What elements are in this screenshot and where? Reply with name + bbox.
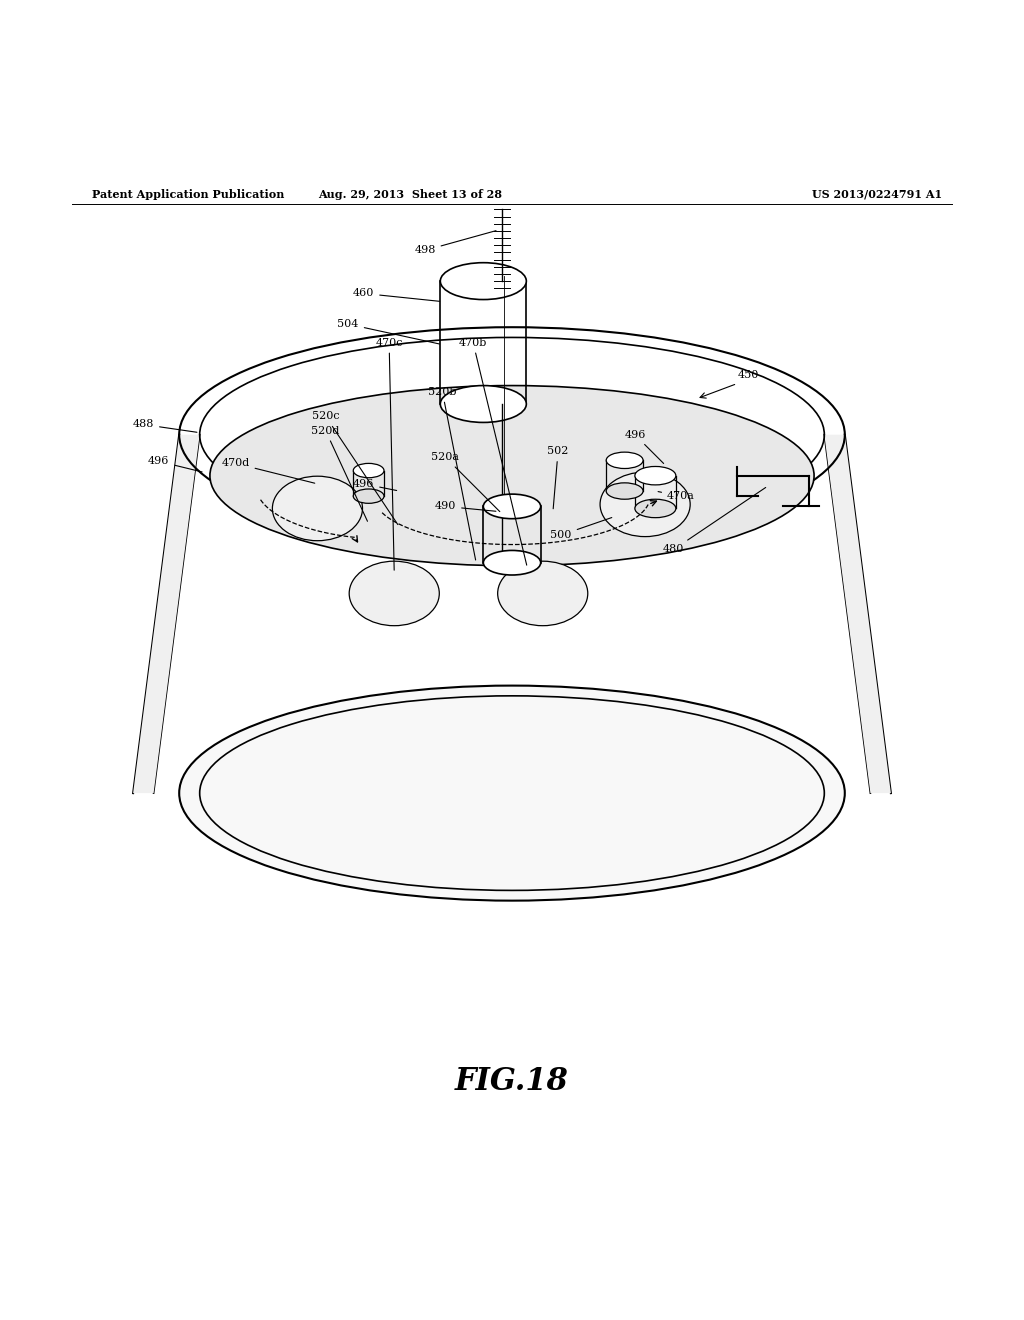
Text: 490: 490 [435,502,496,511]
Text: US 2013/0224791 A1: US 2013/0224791 A1 [812,189,942,199]
Text: 520c: 520c [312,412,397,524]
Ellipse shape [349,561,439,626]
Text: 450: 450 [737,371,759,380]
Text: 496: 496 [148,457,202,473]
PathPatch shape [504,528,541,566]
Text: 470c: 470c [376,338,402,570]
PathPatch shape [133,434,200,793]
Ellipse shape [600,473,690,537]
PathPatch shape [507,483,609,548]
Ellipse shape [635,499,676,517]
PathPatch shape [461,548,625,639]
Ellipse shape [210,385,814,566]
Text: 496: 496 [353,479,396,491]
PathPatch shape [563,458,727,550]
Text: 500: 500 [551,517,611,540]
Text: 460: 460 [353,288,439,301]
Text: 470a: 470a [658,491,695,502]
PathPatch shape [312,639,476,663]
Ellipse shape [483,550,541,576]
Ellipse shape [353,488,384,503]
Text: 504: 504 [338,319,439,345]
Text: FIG.18: FIG.18 [455,1067,569,1097]
PathPatch shape [236,462,399,554]
Text: 520d: 520d [311,425,368,521]
PathPatch shape [366,486,515,549]
Text: 520a: 520a [431,453,500,512]
Text: 498: 498 [415,231,496,255]
PathPatch shape [727,550,748,583]
Text: 488: 488 [133,420,197,432]
Ellipse shape [483,494,541,519]
PathPatch shape [431,525,516,574]
Text: 502: 502 [548,446,568,508]
PathPatch shape [563,550,727,573]
PathPatch shape [824,434,891,793]
PathPatch shape [461,639,625,663]
PathPatch shape [399,554,420,587]
Text: 480: 480 [664,487,766,554]
PathPatch shape [476,639,497,672]
Ellipse shape [635,466,676,484]
Ellipse shape [440,385,526,422]
Text: Patent Application Publication: Patent Application Publication [92,189,285,199]
Ellipse shape [440,263,526,300]
Text: 520b: 520b [428,387,475,560]
PathPatch shape [625,639,645,672]
Ellipse shape [272,477,362,541]
Text: 470b: 470b [459,338,526,565]
Text: Aug. 29, 2013  Sheet 13 of 28: Aug. 29, 2013 Sheet 13 of 28 [317,189,502,199]
Text: 496: 496 [625,430,664,463]
Text: 470d: 470d [221,458,314,483]
Ellipse shape [606,483,643,499]
Ellipse shape [498,561,588,626]
PathPatch shape [312,548,476,639]
Ellipse shape [179,685,845,900]
Ellipse shape [353,463,384,478]
Ellipse shape [606,453,643,469]
PathPatch shape [236,554,399,577]
